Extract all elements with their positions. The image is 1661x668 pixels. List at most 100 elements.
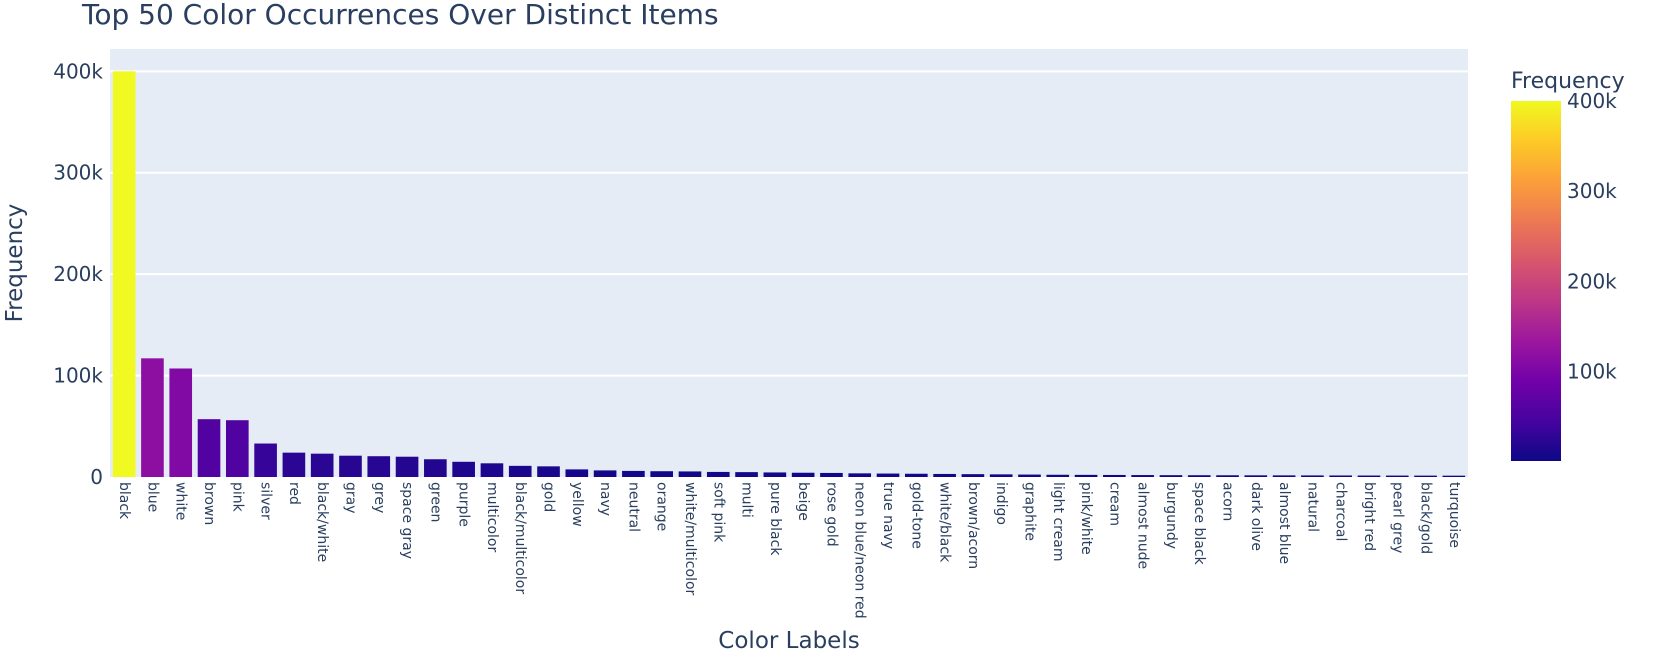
x-tick-label: charcoal xyxy=(1333,482,1349,541)
bar[interactable] xyxy=(1131,475,1154,477)
bar[interactable] xyxy=(112,71,136,477)
bar[interactable] xyxy=(1357,475,1381,477)
bar[interactable] xyxy=(593,470,617,477)
x-tick-label: grey xyxy=(371,482,387,513)
bar[interactable] xyxy=(904,473,928,477)
bars xyxy=(112,71,1466,477)
bar[interactable] xyxy=(678,471,702,477)
bar[interactable] xyxy=(310,453,334,477)
x-tick-label: green xyxy=(427,482,443,522)
bar[interactable] xyxy=(452,461,475,477)
x-tick-label: black/gold xyxy=(1418,482,1434,554)
bar[interactable] xyxy=(1046,474,1070,477)
bar[interactable] xyxy=(876,473,900,477)
bar[interactable] xyxy=(989,474,1013,477)
y-tick-label: 0 xyxy=(90,465,103,489)
x-tick-label: silver xyxy=(258,482,274,520)
bar[interactable] xyxy=(622,470,645,477)
bar[interactable] xyxy=(1329,475,1353,477)
x-tick-label: beige xyxy=(795,482,811,521)
bar[interactable] xyxy=(197,419,221,477)
x-tick-label: neutral xyxy=(625,482,641,532)
x-tick-label: white/black xyxy=(937,482,953,563)
bar[interactable] xyxy=(961,474,985,477)
x-tick-label: blue xyxy=(144,482,160,512)
bar[interactable] xyxy=(1074,474,1098,477)
bar[interactable] xyxy=(1244,475,1268,477)
bar[interactable] xyxy=(706,471,730,477)
bar[interactable] xyxy=(225,420,249,477)
bar[interactable] xyxy=(141,358,164,477)
x-tick-label: purple xyxy=(456,482,472,527)
colorbar-tick-label: 200k xyxy=(1567,269,1617,293)
gridlines xyxy=(110,70,1468,377)
x-tick-label: black xyxy=(116,482,132,520)
chart-title: Top 50 Color Occurrences Over Distinct I… xyxy=(81,0,719,31)
colorbar-gradient xyxy=(1511,101,1561,461)
bar[interactable] xyxy=(1187,475,1211,477)
x-axis-title: Color Labels xyxy=(718,628,859,654)
x-tick-label: yellow xyxy=(569,482,585,527)
bar[interactable] xyxy=(1442,475,1466,477)
bar[interactable] xyxy=(650,471,674,477)
bar[interactable] xyxy=(282,452,306,477)
x-tick-label: bright red xyxy=(1361,482,1377,551)
x-tick-label: true navy xyxy=(880,482,896,549)
x-tick-label: red xyxy=(286,482,302,505)
x-tick-label: almost nude xyxy=(1135,482,1151,569)
bar[interactable] xyxy=(367,456,391,477)
x-tick-label: graphite xyxy=(1021,482,1037,541)
x-tick-label: white xyxy=(173,482,189,520)
colorbar-title: Frequency xyxy=(1511,69,1625,94)
bar[interactable] xyxy=(1272,475,1296,477)
x-tick-label: white/multicolor xyxy=(682,482,698,596)
x-tick-label: cream xyxy=(1106,482,1122,526)
y-tick-label: 200k xyxy=(53,262,103,286)
bar[interactable] xyxy=(508,465,532,477)
bar[interactable] xyxy=(1159,475,1183,477)
bar[interactable] xyxy=(763,472,787,477)
x-axis-ticks: black blue white brown pink silver red black/wh… xyxy=(116,482,1462,619)
bar[interactable] xyxy=(169,368,193,477)
x-tick-label: turquoise xyxy=(1446,482,1462,548)
bar[interactable] xyxy=(820,472,843,477)
bar[interactable] xyxy=(735,472,758,477)
bar[interactable] xyxy=(1301,475,1324,477)
x-tick-label: multi xyxy=(739,482,755,518)
bar[interactable] xyxy=(1216,475,1239,477)
x-tick-label: soft pink xyxy=(710,482,726,543)
x-tick-label: pink xyxy=(229,482,245,513)
bar[interactable] xyxy=(1385,475,1409,477)
bar[interactable] xyxy=(1414,475,1437,477)
bar[interactable] xyxy=(254,443,277,477)
x-tick-label: multicolor xyxy=(484,482,500,552)
x-tick-label: pearl grey xyxy=(1389,482,1405,553)
x-tick-label: orange xyxy=(654,482,670,531)
x-tick-label: light cream xyxy=(1050,482,1066,561)
bar[interactable] xyxy=(791,472,815,477)
colorbar: Frequency 100k 200k 300k 400k xyxy=(1511,69,1625,461)
x-tick-label: pink/white xyxy=(1078,482,1094,555)
bar[interactable] xyxy=(480,463,504,477)
x-tick-label: indigo xyxy=(993,482,1009,525)
x-tick-label: dark olive xyxy=(1248,482,1264,551)
bar[interactable] xyxy=(1103,474,1126,477)
x-tick-label: black/white xyxy=(314,482,330,562)
colorbar-tick-label: 300k xyxy=(1567,179,1617,203)
bar[interactable] xyxy=(537,466,560,477)
bar[interactable] xyxy=(1018,474,1041,477)
colorbar-tick-label: 100k xyxy=(1567,360,1617,384)
plot-area xyxy=(110,49,1468,477)
x-tick-label: gray xyxy=(342,482,358,514)
x-tick-label: space black xyxy=(1191,482,1207,566)
y-axis-title: Frequency xyxy=(2,204,28,323)
bar[interactable] xyxy=(848,473,872,477)
bar[interactable] xyxy=(933,473,956,477)
bar[interactable] xyxy=(565,469,589,477)
bar[interactable] xyxy=(424,459,447,477)
x-tick-label: space gray xyxy=(399,482,415,559)
colorbar-ticks: 100k 200k 300k 400k xyxy=(1567,89,1617,384)
bar[interactable] xyxy=(395,456,419,477)
bar[interactable] xyxy=(339,455,362,477)
